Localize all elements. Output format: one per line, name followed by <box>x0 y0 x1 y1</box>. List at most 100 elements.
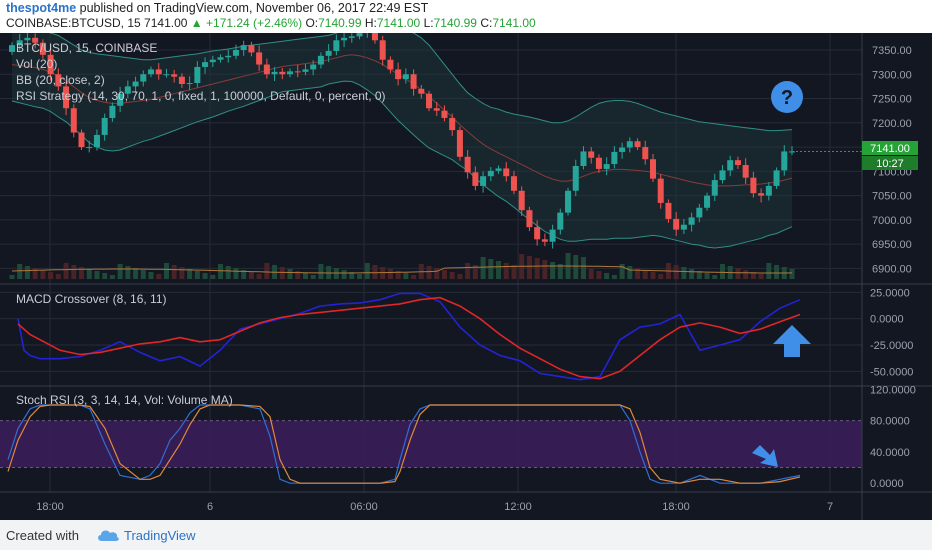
candle-body <box>626 141 633 148</box>
candle-body <box>287 71 294 75</box>
up-arrow-icon <box>773 325 811 357</box>
volume-bar <box>441 270 447 279</box>
volume-bar <box>326 266 332 279</box>
close-label: C: <box>480 16 493 30</box>
time-tick-label: 06:00 <box>350 501 378 513</box>
macd-line <box>17 292 801 381</box>
low-label: L: <box>423 16 434 30</box>
open-value: 7140.99 <box>318 16 362 30</box>
candle-body <box>348 36 355 38</box>
volume-bar <box>658 274 664 279</box>
volume-bar <box>526 256 532 279</box>
candle-body <box>47 54 54 75</box>
legend-bollinger: BB (20, close, 2) <box>16 73 105 87</box>
candle-body <box>657 178 664 203</box>
candle-body <box>565 190 572 213</box>
volume-bar <box>318 264 324 279</box>
volume-bar <box>503 263 509 279</box>
volume-bar <box>387 269 393 279</box>
candle-body <box>356 33 363 37</box>
candle-body <box>719 170 726 181</box>
volume-bar <box>24 266 30 279</box>
candle-body <box>472 172 479 186</box>
volume-bar <box>210 275 216 279</box>
volume-bar <box>642 270 648 279</box>
candle-body <box>572 166 579 191</box>
candle-body <box>271 71 278 75</box>
help-question-icon[interactable]: ? <box>771 81 803 113</box>
overbought-oversold-band <box>0 420 862 468</box>
change-value: +171.24 (+2.46%) <box>206 16 303 30</box>
last-price: 7141.00 <box>144 16 188 30</box>
volume-bar <box>333 268 339 279</box>
volume-bar <box>449 272 455 279</box>
candle-body <box>619 147 626 152</box>
candle-body <box>341 37 348 41</box>
candle-body <box>433 108 440 111</box>
candle-body <box>580 151 587 167</box>
price-tick-label: 6950.00 <box>872 239 912 251</box>
volume-bar <box>17 264 23 279</box>
volume-bar <box>295 271 301 279</box>
volume-bar <box>588 269 594 279</box>
candle-body <box>117 93 124 106</box>
candle-body <box>124 86 131 94</box>
volume-bar <box>225 266 231 279</box>
volume-bar <box>125 266 131 279</box>
volume-bar <box>434 268 440 279</box>
volume-bar <box>256 274 262 279</box>
volume-bar <box>627 266 633 279</box>
candle-body <box>557 212 564 230</box>
volume-bar <box>681 267 687 279</box>
candle-body <box>503 168 510 177</box>
volume-bar <box>40 270 46 279</box>
volume-bar <box>758 274 764 279</box>
low-value: 7140.99 <box>433 16 477 30</box>
candle-body <box>595 157 602 169</box>
volume-bar <box>264 263 270 279</box>
candle-body <box>410 74 417 89</box>
volume-bar <box>673 265 679 279</box>
volume-bar <box>511 265 517 279</box>
candle-body <box>704 195 711 208</box>
price-badge-text: 7141.00 <box>870 143 910 155</box>
author-link[interactable]: thespot4me <box>6 1 77 15</box>
candle-body <box>634 141 641 148</box>
candle-body <box>727 160 734 171</box>
volume-bar <box>696 271 702 279</box>
tradingview-link[interactable]: TradingView <box>124 528 196 543</box>
macd-tick-label: -50.0000 <box>870 366 913 378</box>
legend-rsi-strategy: RSI Strategy (14, 30, 70, 1, 0, fixed, 1… <box>16 89 386 103</box>
time-tick-label: 7 <box>827 501 833 513</box>
bb-upper-line <box>48 33 793 132</box>
stoch-tick-label: 0.0000 <box>870 478 904 490</box>
candle-body <box>310 64 317 70</box>
chart-header: thespot4me published on TradingView.com,… <box>0 0 932 32</box>
volume-bar <box>550 262 556 279</box>
candle-body <box>371 33 378 41</box>
volume-bar <box>596 271 602 279</box>
high-value: 7141.00 <box>376 16 421 30</box>
publish-line: thespot4me published on TradingView.com,… <box>6 1 428 15</box>
candle-body <box>294 71 301 73</box>
volume-bar <box>341 270 347 279</box>
volume-bar <box>279 267 285 279</box>
volume-bar <box>117 264 123 279</box>
candle-body <box>70 108 77 133</box>
candle-body <box>86 147 93 149</box>
last-price-badge: 7141.00 10:27 <box>862 141 918 170</box>
tradingview-cloud-icon <box>96 528 120 547</box>
volume-bar <box>364 263 370 279</box>
volume-bar <box>148 272 154 279</box>
candle-body <box>39 42 46 55</box>
candle-body <box>711 180 718 196</box>
candle-body <box>148 69 155 75</box>
candle-body <box>163 74 170 76</box>
candle-body <box>256 52 263 65</box>
help-glyph: ? <box>781 87 793 109</box>
candle-body <box>480 176 487 186</box>
volume-bar <box>32 268 38 279</box>
candle-body <box>55 74 62 87</box>
candle-body <box>63 86 70 109</box>
candle-body <box>248 45 255 53</box>
